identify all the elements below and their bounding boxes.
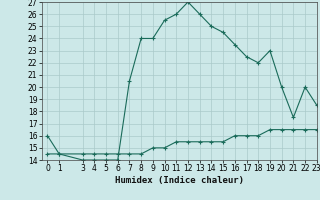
X-axis label: Humidex (Indice chaleur): Humidex (Indice chaleur) [115,176,244,185]
